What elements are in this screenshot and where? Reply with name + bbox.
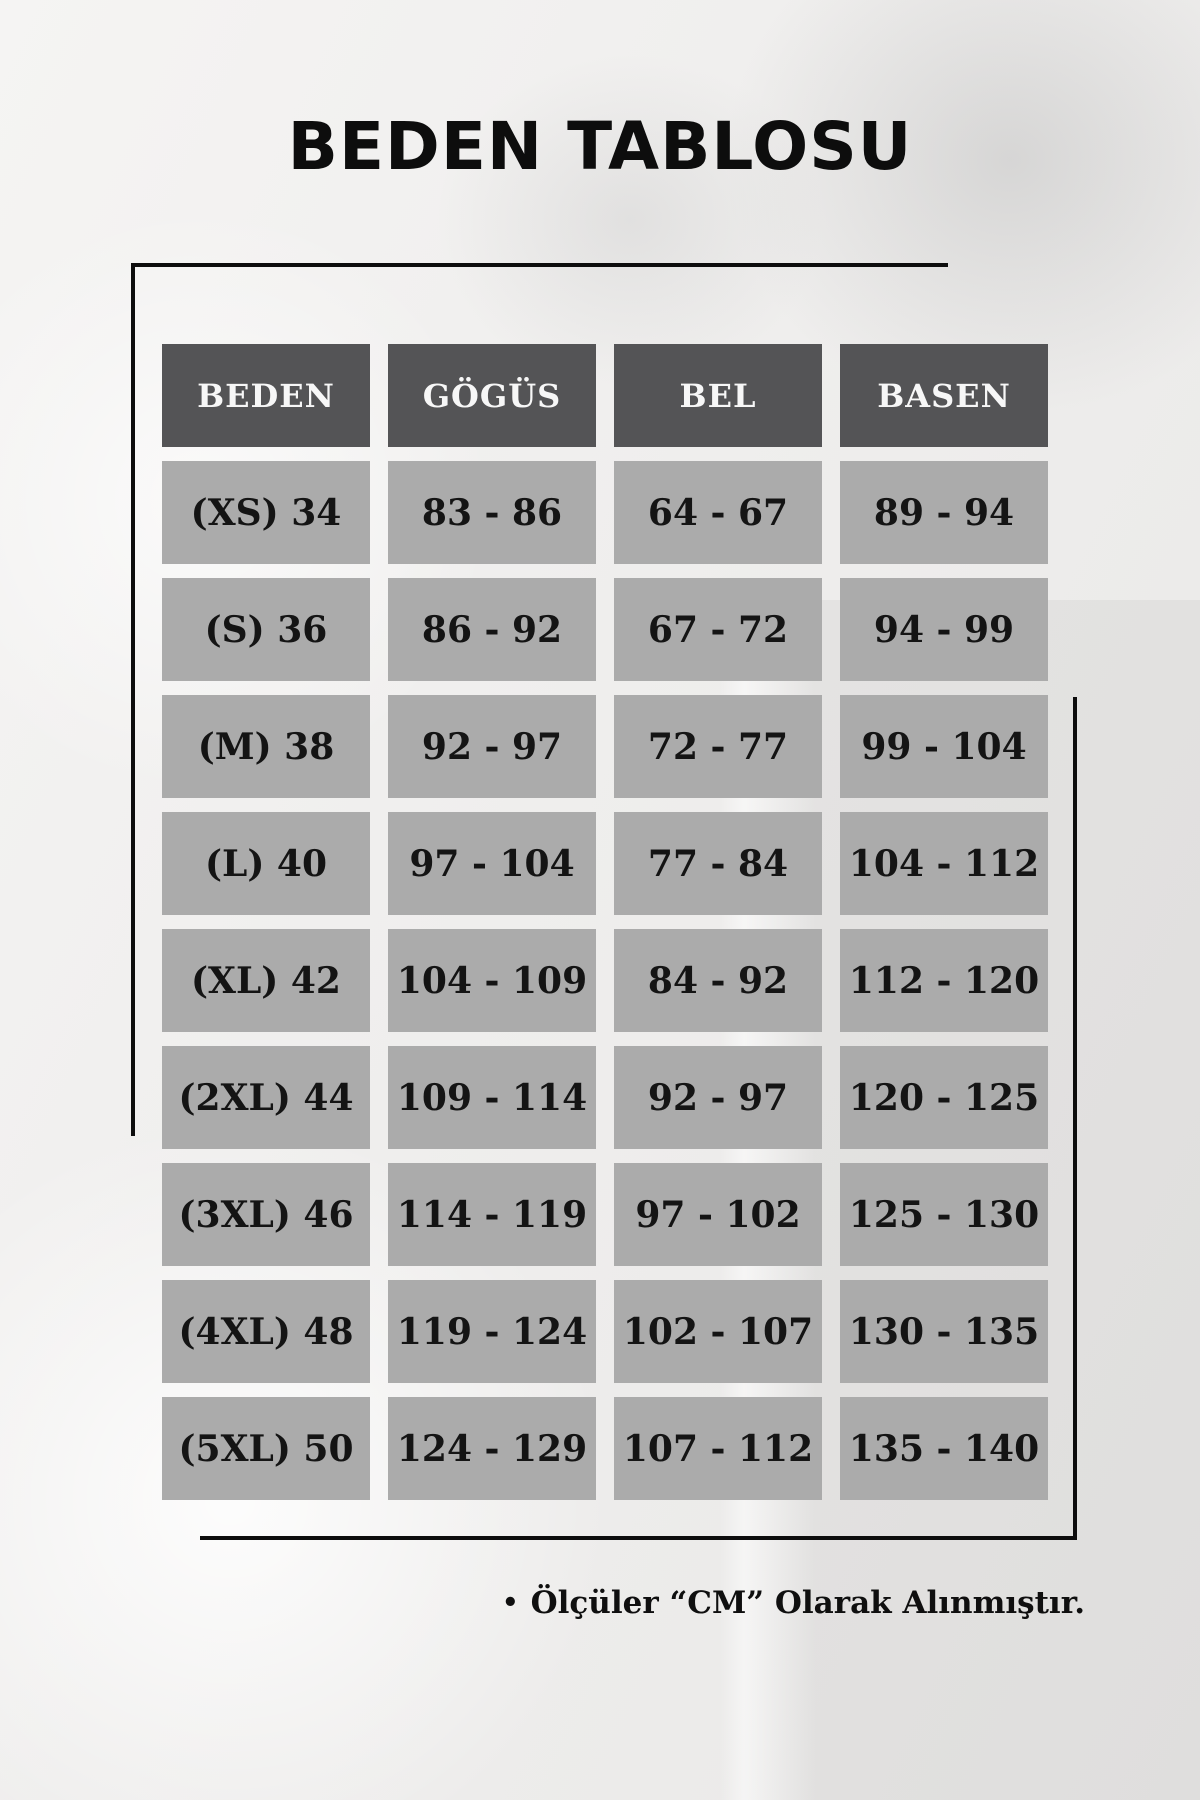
column-header: BASEN (840, 344, 1048, 447)
measurement-note-text: Ölçüler “CM” Olarak Alınmıştır. (530, 1585, 1085, 1621)
frame-line-top (131, 263, 948, 267)
table-cell: 102 - 107 (614, 1280, 822, 1383)
column-header: BEDEN (162, 344, 370, 447)
bullet-icon: • (502, 1588, 519, 1618)
table-cell: 112 - 120 (840, 929, 1048, 1032)
size-label-cell: (S) 36 (162, 578, 370, 681)
table-cell: 130 - 135 (840, 1280, 1048, 1383)
table-cell: 92 - 97 (614, 1046, 822, 1149)
column-header: BEL (614, 344, 822, 447)
size-label-cell: (4XL) 48 (162, 1280, 370, 1383)
frame-line-left (131, 263, 135, 1136)
table-cell: 120 - 125 (840, 1046, 1048, 1149)
size-label-cell: (M) 38 (162, 695, 370, 798)
table-cell: 86 - 92 (388, 578, 596, 681)
table-cell: 104 - 109 (388, 929, 596, 1032)
table-cell: 124 - 129 (388, 1397, 596, 1500)
table-cell: 89 - 94 (840, 461, 1048, 564)
size-label-cell: (XL) 42 (162, 929, 370, 1032)
table-cell: 109 - 114 (388, 1046, 596, 1149)
table-cell: 72 - 77 (614, 695, 822, 798)
table-cell: 97 - 102 (614, 1163, 822, 1266)
table-cell: 119 - 124 (388, 1280, 596, 1383)
size-table: BEDEN GÖGÜS BEL BASEN (XS) 34 83 - 86 64 - 67 8… (162, 344, 1048, 1500)
column-header: GÖGÜS (388, 344, 596, 447)
table-cell: 99 - 104 (840, 695, 1048, 798)
page-title: BEDEN TABLOSU (287, 108, 913, 185)
table-cell: 77 - 84 (614, 812, 822, 915)
table-cell: 67 - 72 (614, 578, 822, 681)
table-cell: 104 - 112 (840, 812, 1048, 915)
table-cell: 83 - 86 (388, 461, 596, 564)
frame-line-right (1073, 697, 1077, 1540)
table-cell: 94 - 99 (840, 578, 1048, 681)
measurement-note: • Ölçüler “CM” Olarak Alınmıştır. (0, 1585, 1085, 1621)
table-cell: 97 - 104 (388, 812, 596, 915)
table-cell: 107 - 112 (614, 1397, 822, 1500)
table-cell: 114 - 119 (388, 1163, 596, 1266)
table-cell: 135 - 140 (840, 1397, 1048, 1500)
size-label-cell: (XS) 34 (162, 461, 370, 564)
size-label-cell: (L) 40 (162, 812, 370, 915)
table-cell: 125 - 130 (840, 1163, 1048, 1266)
size-label-cell: (2XL) 44 (162, 1046, 370, 1149)
table-cell: 92 - 97 (388, 695, 596, 798)
size-label-cell: (5XL) 50 (162, 1397, 370, 1500)
size-label-cell: (3XL) 46 (162, 1163, 370, 1266)
frame-line-bottom (200, 1536, 1077, 1540)
table-cell: 84 - 92 (614, 929, 822, 1032)
table-cell: 64 - 67 (614, 461, 822, 564)
